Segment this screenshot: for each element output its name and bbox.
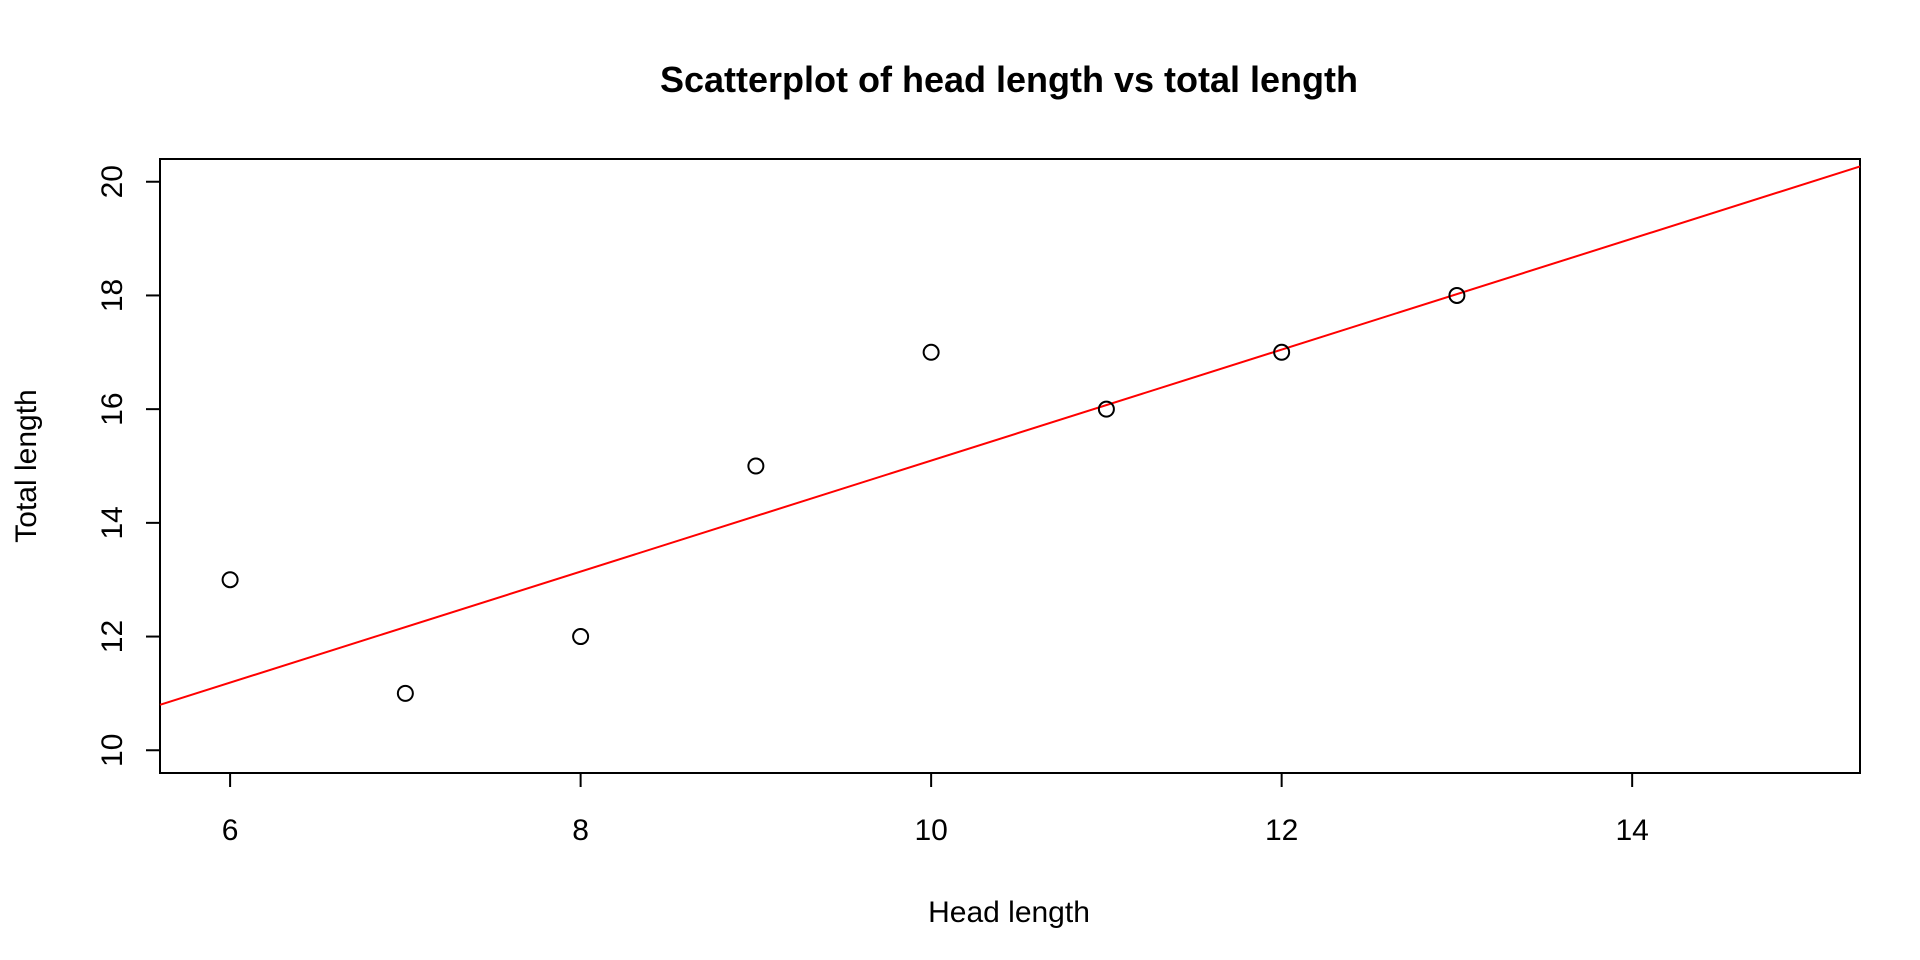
y-axis-label: Total length <box>10 389 43 542</box>
x-tick-label: 14 <box>1615 814 1648 847</box>
data-point <box>1273 343 1291 361</box>
y-tick-label: 18 <box>96 279 129 312</box>
x-axis-label: Head length <box>928 896 1090 929</box>
y-tick-label: 14 <box>96 506 129 539</box>
data-point <box>396 684 414 702</box>
data-points <box>221 286 1466 702</box>
x-tick-label: 10 <box>914 814 947 847</box>
plot-frame <box>159 158 1861 774</box>
y-tick-label: 20 <box>96 165 129 198</box>
x-tick-label: 6 <box>222 814 239 847</box>
y-tick-label: 10 <box>96 734 129 767</box>
regression-line <box>159 165 1861 706</box>
data-point <box>747 457 765 475</box>
y-tick-label: 12 <box>96 620 129 653</box>
data-point <box>221 571 239 589</box>
x-axis: 6 8 10 12 14 <box>222 772 1649 847</box>
data-point <box>1097 400 1115 418</box>
x-tick-label: 8 <box>572 814 589 847</box>
y-tick-label: 16 <box>96 392 129 425</box>
x-tick-label: 12 <box>1265 814 1298 847</box>
data-point <box>922 343 940 361</box>
chart-title: Scatterplot of head length vs total leng… <box>660 59 1358 100</box>
y-axis: 10 12 14 16 18 20 <box>96 165 161 767</box>
data-point <box>1448 286 1466 304</box>
data-point <box>572 628 590 646</box>
